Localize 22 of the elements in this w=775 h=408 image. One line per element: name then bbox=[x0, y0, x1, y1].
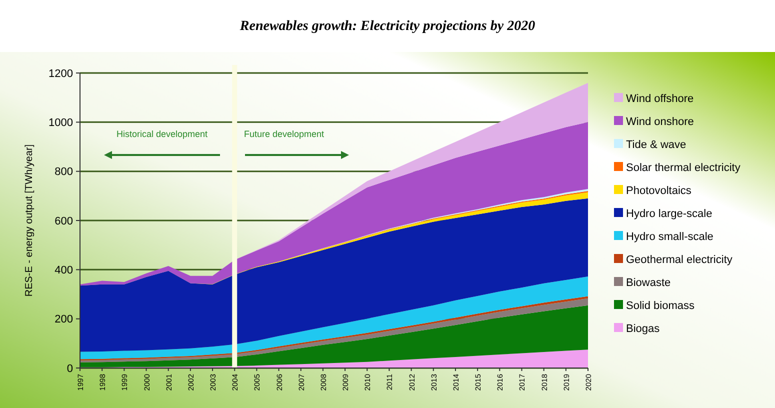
legend-label: Tide & wave bbox=[626, 138, 686, 151]
y-tick-label: 600 bbox=[54, 215, 73, 228]
legend-label: Photovoltaics bbox=[626, 184, 692, 197]
y-tick-label: 400 bbox=[54, 264, 73, 277]
y-tick-label: 800 bbox=[54, 166, 73, 178]
y-tick-label: 0 bbox=[66, 362, 73, 375]
legend-label: Hydro small-scale bbox=[626, 230, 714, 243]
legend-label: Biowaste bbox=[626, 276, 671, 289]
annotation: Future development bbox=[244, 129, 325, 139]
legend-label: Solid biomass bbox=[626, 300, 695, 312]
y-tick-label: 200 bbox=[54, 314, 73, 326]
legend-label: Wind onshore bbox=[626, 116, 694, 128]
legend-label: Geothermal electricity bbox=[626, 254, 733, 266]
y-tick-label: 1200 bbox=[48, 68, 73, 80]
y-tick-label: 1000 bbox=[48, 117, 73, 130]
legend-label: Biogas bbox=[626, 322, 660, 335]
chart-title: Renewables growth: Electricity projections by 2020 bbox=[238, 19, 536, 34]
y-axis-title: RES-E - energy output [TWh/year] bbox=[24, 144, 35, 297]
legend-label: Hydro large-scale bbox=[626, 208, 712, 220]
legend-label: Wind offshore bbox=[626, 92, 694, 105]
annotation: Historical development bbox=[116, 129, 208, 139]
legend-label: Solar thermal electricity bbox=[626, 162, 741, 174]
